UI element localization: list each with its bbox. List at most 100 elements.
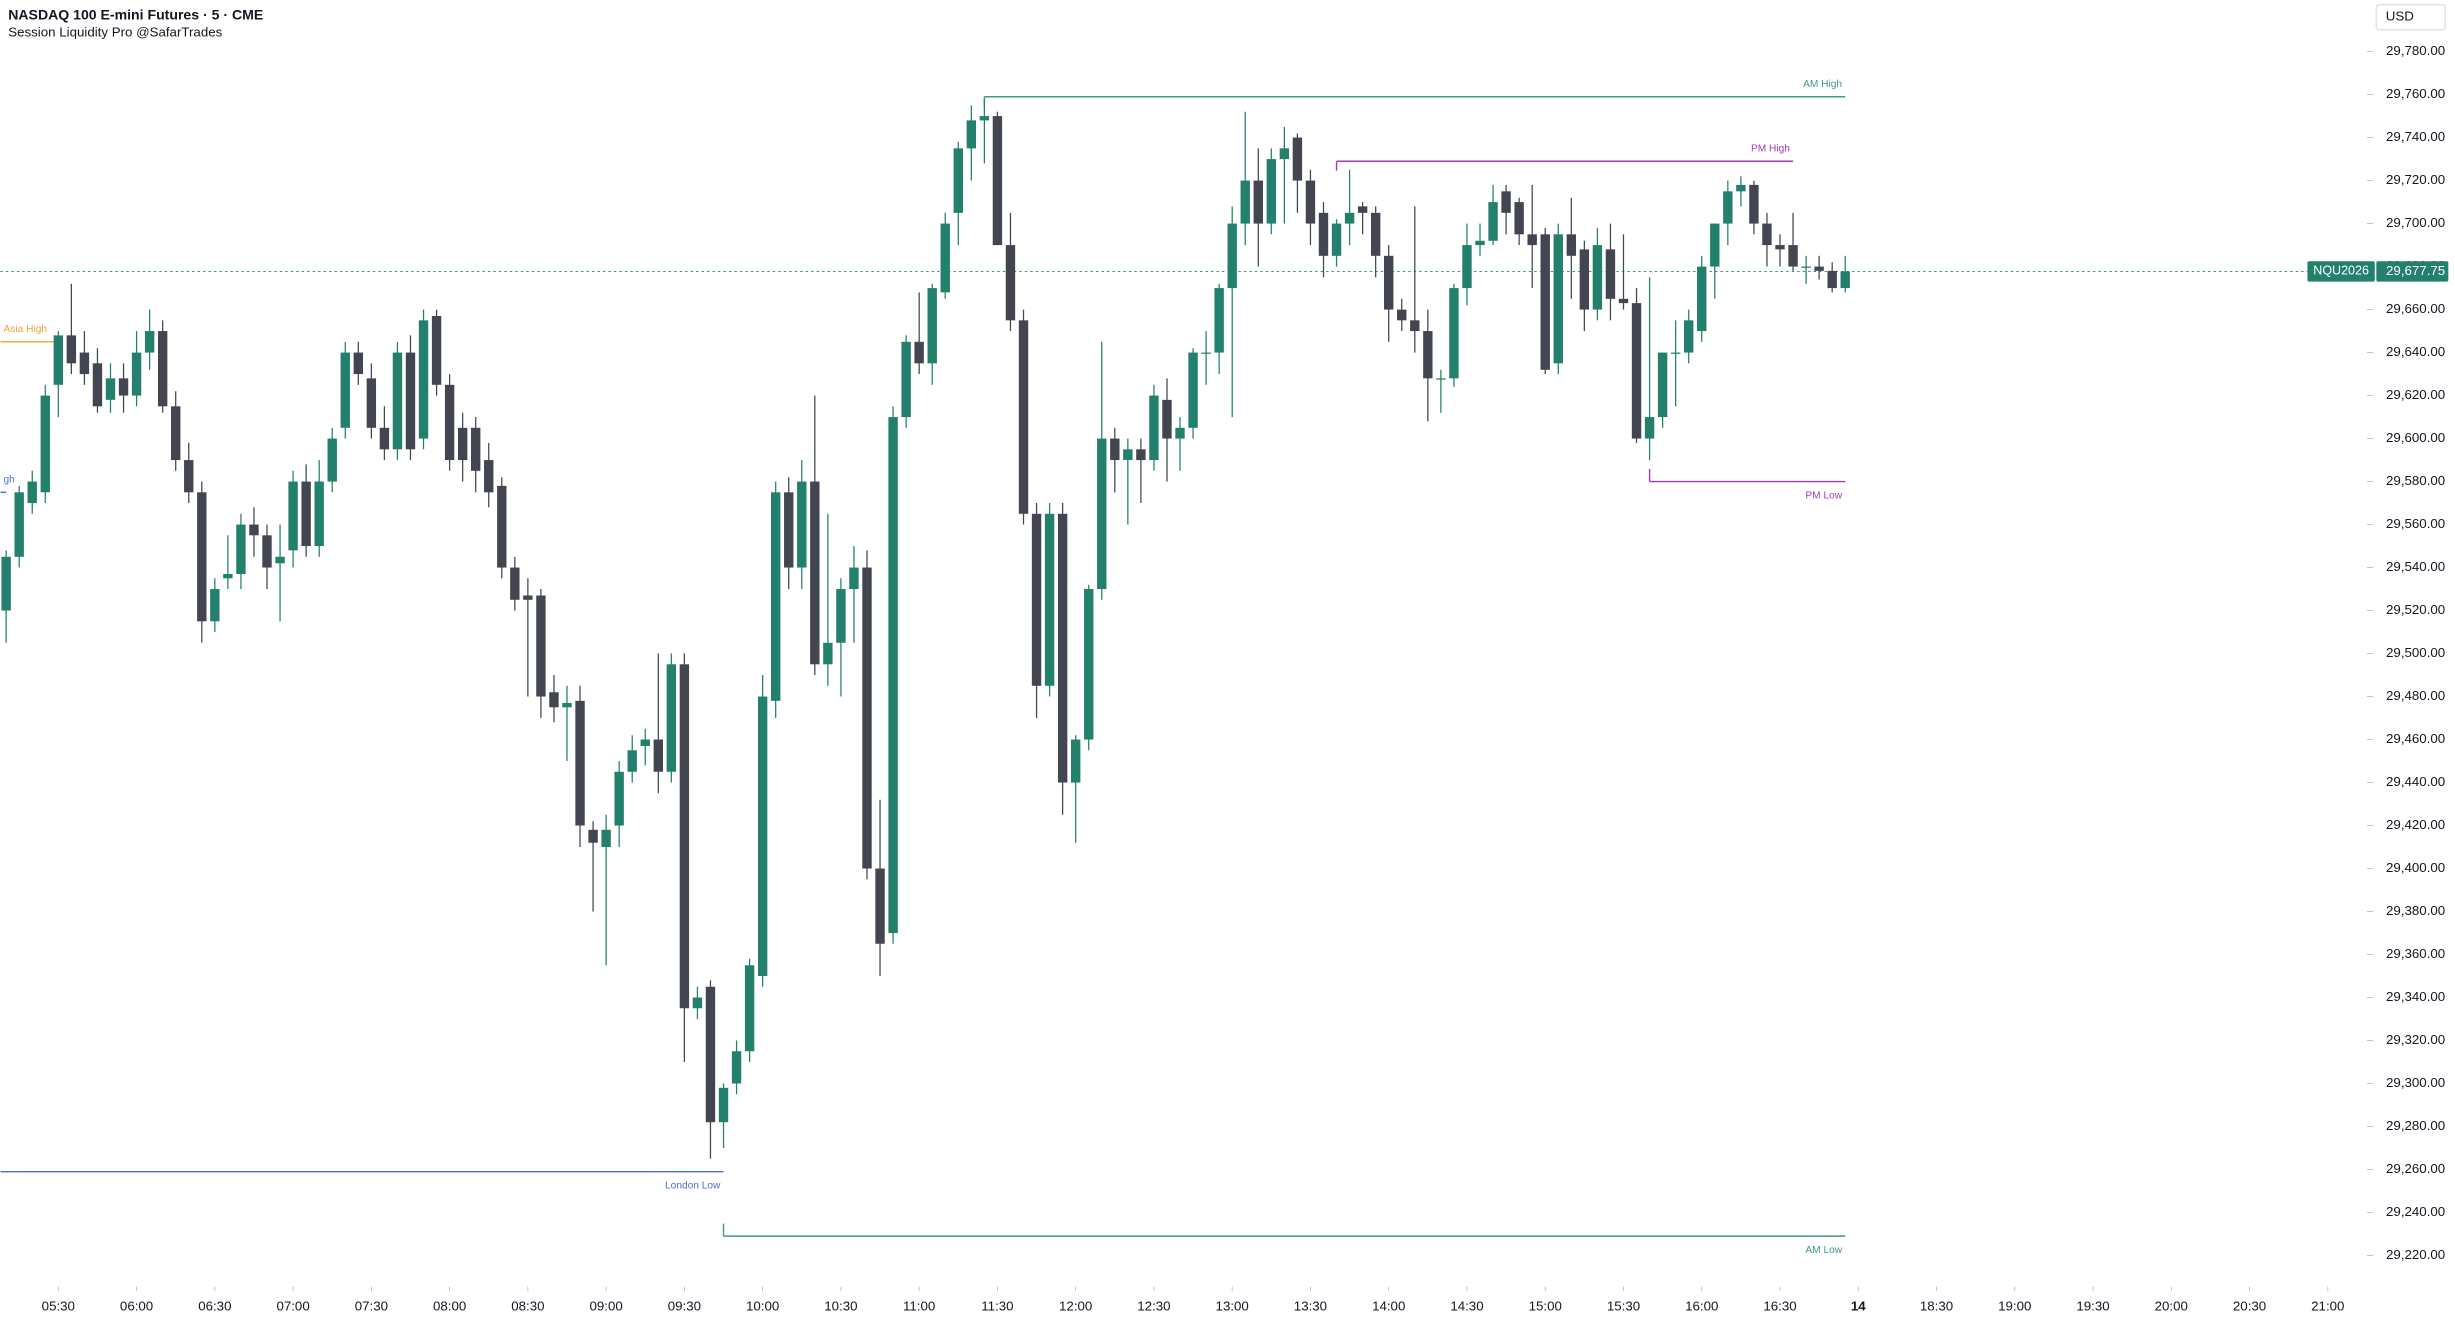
x-tick-label: 18:30 [1920,1298,1953,1313]
candle-body [197,492,207,622]
candle-body [1305,180,1316,224]
candle-body [457,427,468,461]
candle-body [1357,206,1368,213]
candle-body [1684,320,1694,353]
last-price-tag [2376,261,2449,282]
x-tick-label: 07:00 [276,1298,309,1313]
x-tick-label: 12:00 [1059,1298,1092,1313]
candle-body [1501,191,1511,213]
candle-body [105,378,116,400]
candle-body [523,595,533,600]
candle-body [1814,266,1824,271]
y-tick-label: 29,240.00 [2386,1204,2445,1219]
x-tick-label: 16:00 [1685,1298,1718,1313]
candle-body [1057,513,1068,783]
candle-body [366,378,377,428]
candle-body [249,524,259,536]
candle-body [118,378,129,396]
candle-body [562,702,572,708]
level-label: gh [4,474,15,485]
candle-body [144,331,155,353]
candle-body [992,116,1003,246]
candle-body [1240,180,1250,224]
candle-body [40,395,50,493]
candle-body [1540,234,1550,370]
candle-body [1110,438,1120,461]
candle-body [418,320,429,439]
candle-body [262,535,272,568]
candle-body [1749,184,1759,224]
x-tick-label: 06:30 [198,1298,231,1313]
candle-body [1514,202,1524,235]
y-tick-label: 29,280.00 [2386,1118,2445,1133]
x-tick-label: 08:00 [433,1298,466,1313]
y-tick-label: 29,560.00 [2386,516,2445,531]
last-price-label: 29,677.75 [2386,263,2445,278]
x-tick-label: 06:00 [120,1298,153,1313]
candle-body [1449,288,1459,379]
candle-body [79,352,90,375]
x-tick-label: 05:30 [42,1298,75,1313]
y-tick-label: 29,620.00 [2386,387,2445,402]
candle-body [1162,399,1172,439]
y-tick-label: 29,500.00 [2386,645,2445,660]
candle-body [301,481,311,547]
candle-body [549,692,559,708]
candle-body [1292,137,1303,181]
candle-body [601,829,611,848]
currency-box[interactable] [2375,3,2446,31]
x-tick-label: 12:30 [1137,1298,1170,1313]
candle-body [588,829,598,843]
candle-body [1266,159,1277,224]
candle-body [1370,212,1381,256]
candle-body [1736,184,1746,192]
candle-body [1188,352,1198,428]
y-tick-label: 29,360.00 [2386,946,2445,961]
x-tick-label: 08:30 [511,1298,544,1313]
candle-body [836,589,846,643]
candle-body [640,739,650,746]
candle-body [953,148,963,213]
candle-body [1527,234,1537,246]
y-tick-label: 29,660.00 [2386,301,2445,316]
x-tick-label: 11:00 [903,1298,935,1313]
candle-body [184,460,194,493]
candle-body [614,771,624,826]
candle-body [1018,320,1029,514]
candle-body [1631,303,1642,439]
x-tick-label: 16:30 [1763,1298,1796,1313]
y-tick-label: 29,520.00 [2386,602,2445,617]
x-tick-label: 15:30 [1607,1298,1640,1313]
candle-body [392,352,403,450]
x-tick-label: 10:00 [746,1298,779,1313]
axes: 29,220.00 29,240.00 29,260.00 29,280.00 29,3… [42,43,2449,1313]
candle-body [575,700,585,826]
currency[interactable]: USD [2386,9,2414,24]
x-tick-label: 07:30 [355,1298,388,1313]
y-tick-label: 29,640.00 [2386,344,2445,359]
candle-body [1084,589,1094,740]
x-tick-label: 20:00 [2155,1298,2188,1313]
candle-body [653,739,663,772]
candle-body [53,335,64,385]
candle-body [966,120,977,149]
candle-body [236,524,246,574]
candle-body [1475,240,1485,246]
level-label: Asia High [4,324,47,335]
candle-body [1,556,11,611]
y-tick-label: 29,380.00 [2386,903,2445,918]
x-tick-label: 19:00 [1998,1298,2031,1313]
y-tick-label: 29,740.00 [2386,129,2445,144]
candle-body [484,460,494,493]
y-tick-label: 29,260.00 [2386,1161,2445,1176]
candle-body [27,481,37,504]
candle-body [1723,191,1733,224]
candle-body [1670,352,1681,354]
candle-body [1384,255,1394,310]
y-tick-label: 29,400.00 [2386,860,2445,875]
x-tick-label: 14:00 [1372,1298,1405,1313]
candle-body [862,567,872,869]
candle-body [1579,249,1590,310]
x-tick-label: 11:30 [981,1298,1013,1313]
candle-body [927,288,937,364]
